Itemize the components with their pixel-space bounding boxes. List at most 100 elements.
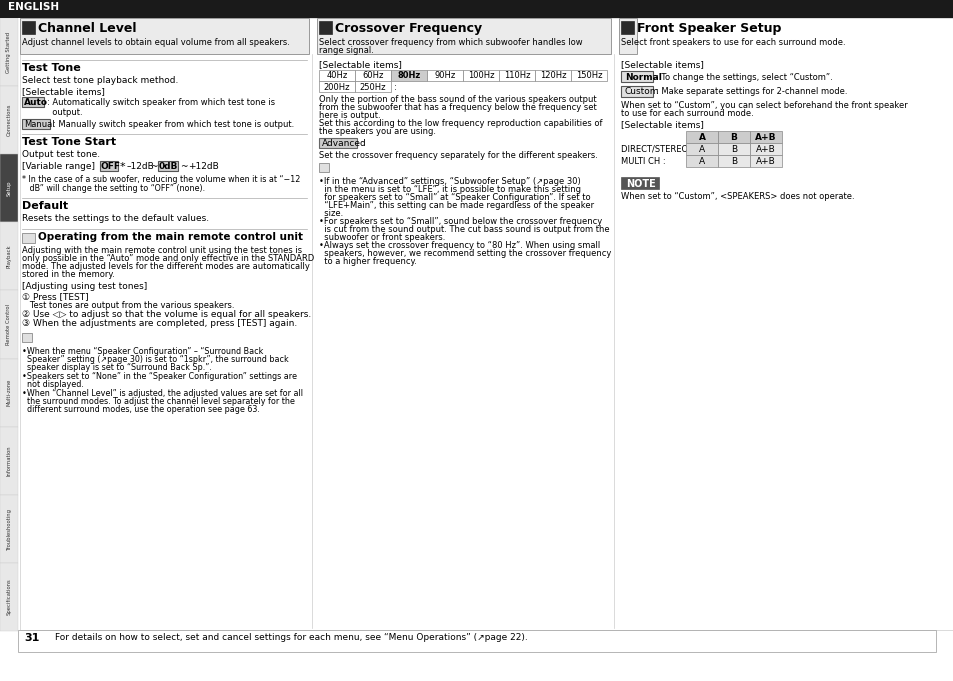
Bar — [0, 154, 18, 222]
Text: 40Hz: 40Hz — [326, 72, 347, 80]
Text: * In the case of a sub woofer, reducing the volume when it is at “−12: * In the case of a sub woofer, reducing … — [22, 175, 300, 184]
Text: Test Tone Start: Test Tone Start — [22, 137, 116, 147]
Bar — [355, 81, 391, 92]
Bar — [20, 18, 953, 630]
Text: 60Hz: 60Hz — [362, 72, 383, 80]
Text: Test Tone: Test Tone — [22, 63, 81, 73]
Text: Manual: Manual — [24, 120, 54, 129]
Text: size.: size. — [318, 209, 343, 218]
Text: subwoofer or front speakers.: subwoofer or front speakers. — [318, 233, 445, 242]
Bar — [158, 161, 178, 171]
Bar — [427, 70, 462, 81]
Text: Auto: Auto — [24, 98, 48, 107]
Text: B: B — [730, 157, 737, 166]
Text: Output test tone.: Output test tone. — [22, 150, 100, 159]
Text: ① Press [TEST]: ① Press [TEST] — [22, 292, 89, 301]
Bar — [0, 18, 18, 86]
Text: Information: Information — [7, 445, 11, 476]
Text: •When the menu “Speaker Configuration” – “Surround Back: •When the menu “Speaker Configuration” –… — [22, 347, 263, 356]
Bar — [0, 427, 18, 495]
Text: Front Speaker Setup: Front Speaker Setup — [637, 22, 781, 35]
Text: in the menu is set to “LFE”, it is possible to make this setting: in the menu is set to “LFE”, it is possi… — [318, 185, 580, 194]
Text: OFF: OFF — [101, 162, 121, 171]
Text: is cut from the sound output. The cut bass sound is output from the: is cut from the sound output. The cut ba… — [318, 225, 609, 234]
Text: to a higher frequency.: to a higher frequency. — [318, 257, 416, 266]
Bar — [318, 81, 355, 92]
Bar — [355, 70, 391, 81]
Text: ~: ~ — [180, 162, 188, 171]
Text: Specifications: Specifications — [7, 579, 11, 616]
Text: *: * — [120, 162, 126, 172]
Text: For details on how to select, set and cancel settings for each menu, see “Menu O: For details on how to select, set and ca… — [55, 633, 527, 642]
Bar — [535, 70, 571, 81]
Text: [Selectable items]: [Selectable items] — [620, 120, 703, 129]
Text: Setup: Setup — [7, 180, 11, 196]
Bar — [498, 70, 535, 81]
Bar — [685, 131, 718, 143]
Text: A: A — [699, 157, 704, 166]
Text: Troubleshooting: Troubleshooting — [7, 508, 11, 550]
Bar — [391, 70, 427, 81]
Text: Operating from the main remote control unit: Operating from the main remote control u… — [38, 232, 303, 242]
Bar — [462, 70, 498, 81]
Text: A+B: A+B — [755, 133, 776, 142]
Bar — [0, 563, 18, 631]
Text: •If in the “Advanced” settings, “Subwoofer Setup” (↗page 30): •If in the “Advanced” settings, “Subwoof… — [318, 177, 580, 186]
Bar — [22, 119, 50, 129]
Text: A: A — [698, 133, 705, 142]
Text: here is output.: here is output. — [318, 111, 380, 120]
Text: Remote Control: Remote Control — [7, 304, 11, 345]
Text: stored in the memory.: stored in the memory. — [22, 270, 114, 279]
Text: dB” will change the setting to “OFF” (none).: dB” will change the setting to “OFF” (no… — [22, 184, 205, 193]
Bar — [318, 163, 329, 172]
Text: A: A — [699, 145, 704, 154]
Bar — [22, 21, 35, 34]
Text: Only the portion of the bass sound of the various speakers output: Only the portion of the bass sound of th… — [318, 95, 596, 104]
Bar — [18, 630, 935, 652]
Bar — [0, 0, 953, 18]
Bar — [22, 97, 44, 107]
Bar — [718, 155, 749, 167]
Bar — [100, 161, 118, 171]
Text: Set this according to the low frequency reproduction capabilities of: Set this according to the low frequency … — [318, 119, 602, 128]
Text: 31: 31 — [24, 633, 39, 643]
Bar — [749, 143, 781, 155]
Text: B: B — [730, 133, 737, 142]
Text: Speaker” setting (↗page 30) is set to “1spkr”, the surround back: Speaker” setting (↗page 30) is set to “1… — [22, 355, 289, 364]
Bar — [0, 86, 18, 154]
Text: ENGLISH: ENGLISH — [8, 2, 59, 12]
Bar — [318, 138, 356, 148]
Text: : Make separate settings for 2-channel mode.: : Make separate settings for 2-channel m… — [656, 87, 846, 97]
Text: •Speakers set to “None” in the “Speaker Configuration” settings are: •Speakers set to “None” in the “Speaker … — [22, 372, 296, 381]
Text: Playback: Playback — [7, 244, 11, 268]
Text: Multi-zone: Multi-zone — [7, 379, 11, 407]
Text: only possible in the “Auto” mode and only effective in the STANDARD: only possible in the “Auto” mode and onl… — [22, 254, 314, 263]
Text: 90Hz: 90Hz — [434, 72, 456, 80]
Text: Custom: Custom — [624, 87, 659, 97]
Text: Adjusting with the main remote control unit using the test tones is: Adjusting with the main remote control u… — [22, 246, 302, 255]
Text: •When “Channel Level” is adjusted, the adjusted values are set for all: •When “Channel Level” is adjusted, the a… — [22, 389, 303, 398]
Bar — [685, 143, 718, 155]
Text: [Selectable items]: [Selectable items] — [22, 87, 105, 96]
Text: : Manually switch speaker from which test tone is output.: : Manually switch speaker from which tes… — [53, 120, 294, 129]
Text: When set to “Custom”, <SPEAKERS> does not operate.: When set to “Custom”, <SPEAKERS> does no… — [620, 192, 854, 201]
Bar — [22, 333, 32, 342]
Bar — [316, 18, 610, 54]
Text: B: B — [730, 145, 737, 154]
Bar — [22, 233, 35, 243]
Bar — [0, 495, 18, 563]
Text: 5: 5 — [320, 22, 327, 31]
Bar — [0, 18, 18, 631]
Bar — [620, 21, 634, 34]
Bar — [571, 70, 606, 81]
Text: [Variable range]: [Variable range] — [22, 162, 95, 171]
Text: Crossover Frequency: Crossover Frequency — [335, 22, 481, 35]
Text: Normal: Normal — [624, 72, 661, 82]
Text: 6: 6 — [622, 22, 629, 31]
Text: range signal.: range signal. — [318, 46, 374, 55]
Text: the speakers you are using.: the speakers you are using. — [318, 127, 436, 136]
Text: ② Use ◁▷ to adjust so that the volume is equal for all speakers.: ② Use ◁▷ to adjust so that the volume is… — [22, 310, 311, 319]
Text: 100Hz: 100Hz — [467, 72, 494, 80]
Text: A+B: A+B — [756, 157, 775, 166]
Text: “LFE+Main”, this setting can be made regardless of the speaker: “LFE+Main”, this setting can be made reg… — [318, 201, 594, 210]
